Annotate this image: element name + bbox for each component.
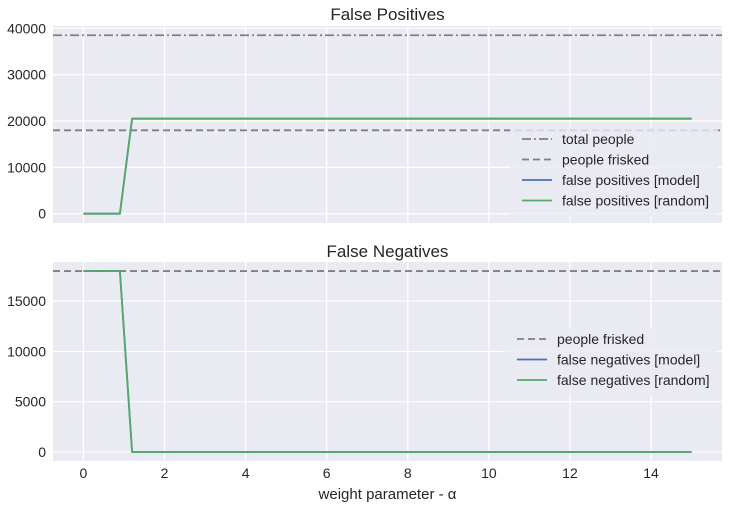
x-tick-label: 6 [323, 465, 331, 481]
false-positives-reference-lines [53, 34, 722, 132]
legend-label: total people [562, 131, 635, 147]
x-axis-label: weight parameter - α [318, 486, 457, 503]
y-tick-label: 10000 [7, 343, 46, 359]
series-line-random [83, 270, 692, 453]
false-negatives-panel: 0 5000 10000 15000 0 2 4 6 8 10 12 14 False Negati… [7, 242, 722, 503]
series-line-random [83, 117, 692, 215]
y-tick-label: 0 [38, 206, 46, 222]
y-tick-label: 10000 [7, 159, 46, 175]
false-positives-y-ticks: 0 10000 20000 30000 40000 [7, 20, 46, 221]
y-tick-label: 15000 [7, 293, 46, 309]
x-ticks: 0 2 4 6 8 10 12 14 [80, 465, 660, 481]
y-tick-label: 5000 [15, 394, 46, 410]
x-tick-label: 12 [562, 465, 578, 481]
false-positives-panel: 0 10000 20000 30000 40000 False Positives to… [7, 5, 722, 223]
y-tick-label: 40000 [7, 20, 46, 36]
false-negatives-title: False Negatives [327, 242, 449, 261]
legend-label: false positives [random] [562, 193, 709, 209]
false-positives-legend: total people people frisked false positive… [510, 128, 718, 216]
false-negatives-legend: people frisked false negatives [model] fal… [505, 328, 718, 396]
x-tick-label: 8 [404, 465, 412, 481]
y-tick-label: 0 [38, 444, 46, 460]
x-tick-label: 4 [242, 465, 250, 481]
x-tick-label: 10 [481, 465, 497, 481]
legend-label: false positives [model] [562, 172, 700, 188]
x-tick-label: 0 [80, 465, 88, 481]
false-negatives-y-ticks: 0 5000 10000 15000 [7, 293, 46, 460]
legend-label: people frisked [557, 331, 644, 347]
y-tick-label: 20000 [7, 113, 46, 129]
y-tick-label: 30000 [7, 67, 46, 83]
legend-label: false negatives [random] [557, 372, 710, 388]
legend-label: false negatives [model] [557, 352, 700, 368]
false-positives-title: False Positives [330, 5, 444, 24]
legend-label: people frisked [562, 152, 649, 168]
x-tick-label: 14 [643, 465, 659, 481]
x-tick-label: 2 [161, 465, 169, 481]
false-positives-series [83, 117, 692, 215]
false-negatives-series [83, 270, 692, 453]
